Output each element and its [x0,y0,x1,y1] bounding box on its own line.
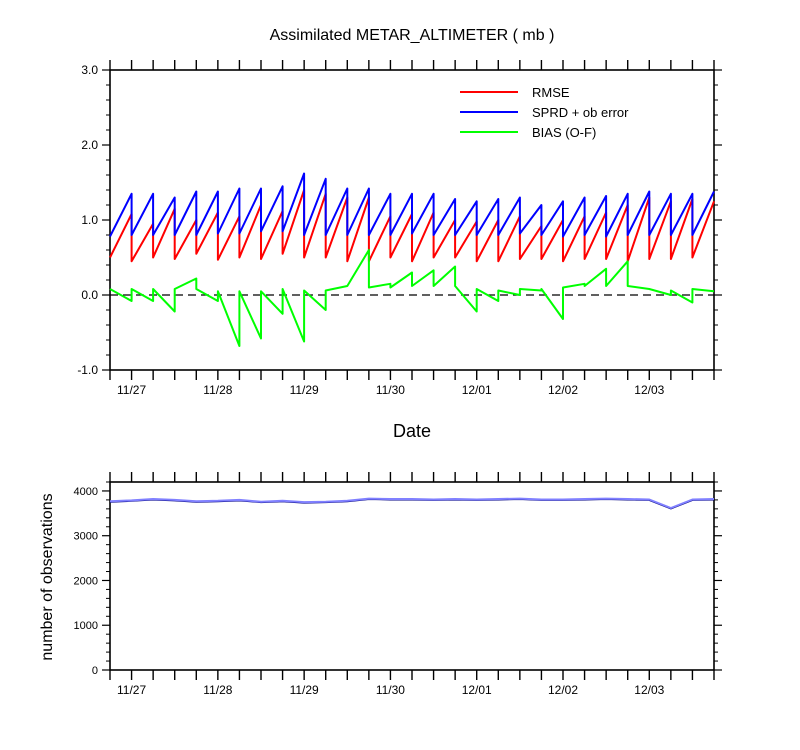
series-line-bias-o-f [109,249,715,347]
y-tick-label: 3.0 [81,63,98,77]
legend: RMSE SPRD + ob error BIAS (O-F) [460,85,629,140]
legend-label: SPRD + ob error [532,105,629,120]
x-tick-label: 11/30 [376,683,405,697]
y-tick-label: -1.0 [77,363,98,377]
x-tick-label: 12/03 [634,683,664,697]
x-tick-label: 11/27 [117,683,146,697]
y-tick-label: 2.0 [81,138,98,152]
y-tick-label: 2000 [74,575,98,587]
observations-panel: 11/27 11/28 11/29 11/30 12/01 12/02 12/03 0 1000… [74,472,722,697]
plot-frame [109,481,715,671]
y-tick-label: 3000 [74,531,98,543]
x-tick-label: 12/02 [548,383,578,397]
x-tick-label: 11/30 [376,383,405,397]
x-tick-label: 12/03 [634,383,664,397]
y-tick-label: 1000 [74,620,98,632]
x-tick-label: 11/28 [203,683,232,697]
y-axis-label-observations: number of observations [39,493,56,660]
series-line-sprd-ob-error [109,172,715,238]
x-axis-label: Date [393,421,431,441]
legend-label: BIAS (O-F) [532,125,596,140]
x-tick-label: 11/28 [203,383,232,397]
y-tick-label: 4000 [74,486,98,498]
x-tick-label: 12/01 [462,383,492,397]
x-tick-label: 12/01 [462,683,492,697]
chart-title: Assimilated METAR_ALTIMETER ( mb ) [270,27,555,44]
x-tick-label: 11/27 [117,383,146,397]
series-line-obs-1 [109,497,715,509]
y-tick-label: 1.0 [81,213,98,227]
rmse-panel: 11/27 11/28 11/29 11/30 12/01 12/02 12/03 -1.0 0… [77,60,722,397]
legend-label: RMSE [532,85,570,100]
y-tick-label: 0 [92,665,98,677]
y-tick-label: 0.0 [81,288,98,302]
x-tick-label: 12/02 [548,683,578,697]
x-tick-label: 11/29 [290,383,319,397]
x-tick-label: 11/29 [290,683,319,697]
